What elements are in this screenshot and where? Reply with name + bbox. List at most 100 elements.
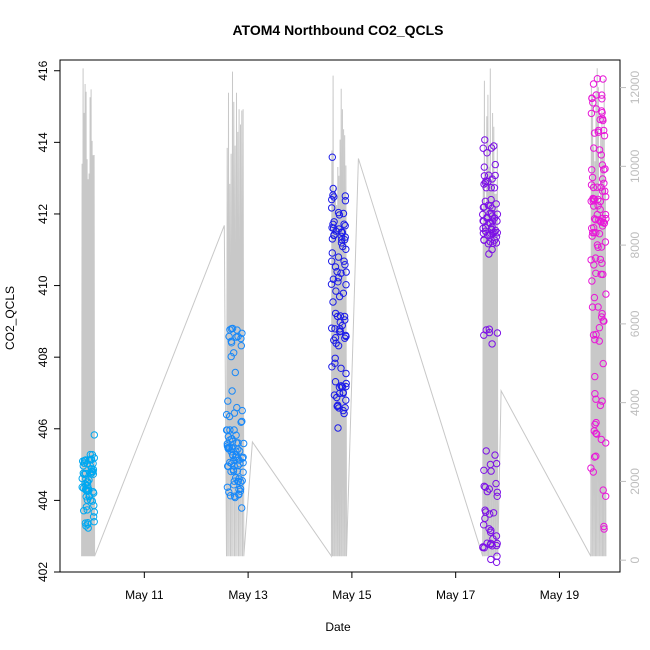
y-tick-label: 406 xyxy=(36,418,50,438)
data-point xyxy=(90,501,98,510)
data-point xyxy=(336,325,344,333)
data-point xyxy=(485,525,493,533)
data-point xyxy=(600,219,609,228)
data-point xyxy=(485,328,494,337)
data-point xyxy=(80,507,88,515)
data-point xyxy=(482,447,490,455)
data-point xyxy=(228,324,237,333)
data-point xyxy=(590,261,598,269)
data-point xyxy=(599,218,608,227)
data-point xyxy=(226,492,235,500)
data-point xyxy=(341,316,349,324)
data-point xyxy=(234,478,242,486)
y-tick-label: 408 xyxy=(36,347,50,367)
data-point xyxy=(487,467,495,475)
data-point xyxy=(222,426,231,434)
data-point xyxy=(224,433,233,441)
data-point xyxy=(493,488,501,496)
y2-tick-label: 10000 xyxy=(628,149,642,183)
data-point xyxy=(484,231,492,239)
data-point xyxy=(595,324,604,332)
data-point xyxy=(238,417,246,426)
data-point xyxy=(339,289,348,297)
data-point xyxy=(227,352,235,361)
y-tick-label: 404 xyxy=(36,490,50,510)
data-point xyxy=(340,312,349,321)
data-point xyxy=(588,232,596,240)
data-point xyxy=(486,510,494,518)
x-tick-label: May 17 xyxy=(436,588,476,602)
data-point xyxy=(225,488,233,496)
data-point xyxy=(588,94,596,102)
data-point xyxy=(231,368,240,377)
data-point xyxy=(88,451,97,459)
data-point xyxy=(230,462,238,470)
data-point xyxy=(480,466,488,474)
data-point xyxy=(591,335,599,344)
data-point xyxy=(594,303,602,311)
data-point xyxy=(481,483,489,491)
data-point xyxy=(338,236,346,244)
data-point xyxy=(591,372,599,381)
data-point xyxy=(600,166,608,174)
flight-3-points xyxy=(327,153,350,432)
flight-4-points xyxy=(479,136,502,566)
data-point xyxy=(480,203,488,211)
data-point xyxy=(591,390,599,398)
data-point xyxy=(600,522,608,531)
data-point xyxy=(89,513,98,521)
data-point xyxy=(598,161,607,169)
data-point xyxy=(232,474,240,482)
data-point xyxy=(329,298,337,306)
data-point xyxy=(593,183,601,191)
data-point xyxy=(333,402,341,410)
data-point xyxy=(487,195,495,204)
data-point xyxy=(236,447,244,455)
y2-tick-label: 6000 xyxy=(628,310,642,337)
data-point xyxy=(78,474,86,483)
data-point xyxy=(341,222,349,230)
data-point xyxy=(337,228,346,236)
data-point xyxy=(490,142,498,150)
y-tick-label: 416 xyxy=(36,60,50,80)
data-point xyxy=(595,216,603,224)
data-point xyxy=(85,476,93,484)
data-point xyxy=(592,452,600,460)
data-point xyxy=(597,313,606,321)
data-point xyxy=(86,496,95,504)
data-point xyxy=(80,470,88,479)
data-point xyxy=(230,456,238,464)
x-tick-label: May 15 xyxy=(332,588,372,602)
data-point xyxy=(590,195,599,204)
data-point xyxy=(598,187,607,195)
data-point xyxy=(595,230,604,238)
data-point xyxy=(487,144,496,152)
plot-area xyxy=(78,68,610,566)
y-axis-label: CO2_QCLS xyxy=(3,286,17,350)
data-point xyxy=(589,331,598,339)
data-point xyxy=(597,151,605,159)
data-point xyxy=(594,243,602,252)
data-point xyxy=(596,205,604,214)
data-point xyxy=(481,136,489,144)
data-point xyxy=(86,450,95,459)
y-axis-left: 402 404 406 408 410 412 414 416 xyxy=(36,60,60,582)
data-point xyxy=(491,160,499,169)
data-point xyxy=(486,541,494,549)
data-point xyxy=(480,521,488,529)
data-point xyxy=(590,293,599,302)
data-point xyxy=(492,532,501,540)
data-point xyxy=(328,195,336,204)
data-point xyxy=(238,454,247,462)
data-point xyxy=(590,453,599,461)
data-point xyxy=(493,552,501,560)
data-point xyxy=(492,479,500,488)
data-point xyxy=(493,210,502,218)
x-tick-label: May 11 xyxy=(125,588,164,602)
data-point xyxy=(591,254,600,262)
data-point xyxy=(331,378,340,386)
data-point xyxy=(601,165,609,173)
altitude-trace xyxy=(81,68,607,558)
data-point xyxy=(238,329,246,337)
data-point xyxy=(228,445,237,453)
